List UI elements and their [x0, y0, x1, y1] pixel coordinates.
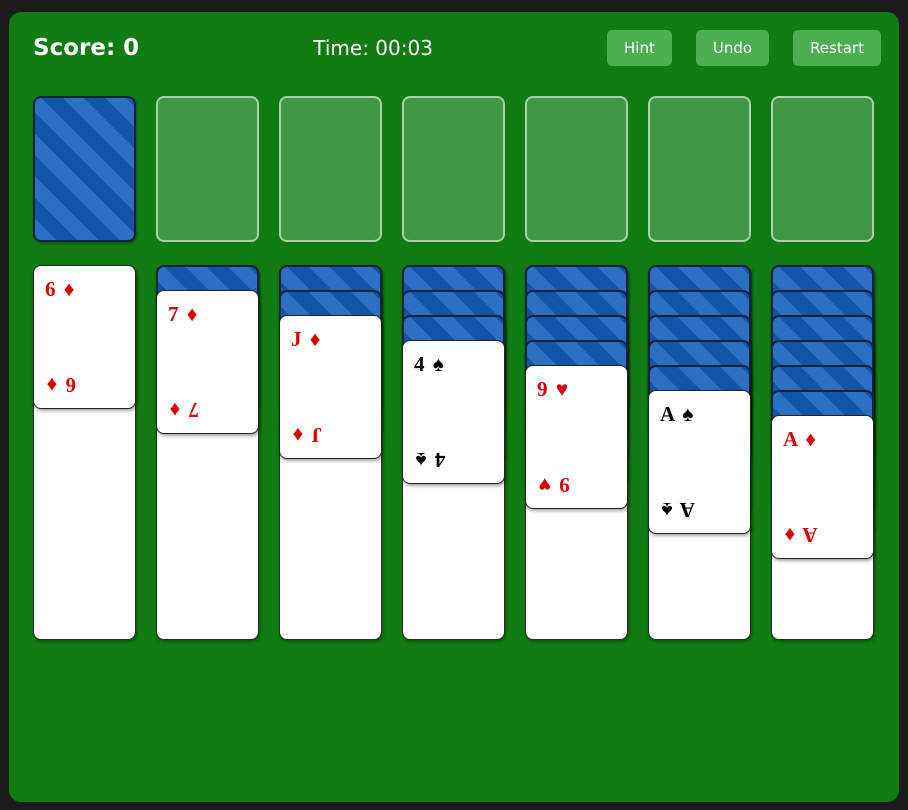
card-A-diamonds[interactable]: A ♦ A ♦: [771, 415, 874, 559]
card-index-top: J ♦: [291, 327, 322, 351]
tableau-column-1: 6 ♦ 6 ♦: [33, 265, 136, 640]
empty-slot-5[interactable]: [648, 96, 751, 242]
card-4-spades[interactable]: 4 ♠ 4 ♠: [402, 340, 505, 484]
top-row: [33, 96, 874, 242]
card-J-diamonds[interactable]: J ♦ J ♦: [279, 315, 382, 459]
card-index-bottom: 6 ♦: [45, 373, 76, 397]
card-index-top: 4 ♠: [414, 352, 446, 376]
tableau-column-7: A ♦ A ♦: [771, 265, 874, 640]
restart-button[interactable]: Restart: [793, 30, 881, 66]
empty-slot-1[interactable]: [156, 96, 259, 242]
tableau-column-2: 7 ♦ 7 ♦: [156, 265, 259, 640]
empty-slot-3[interactable]: [402, 96, 505, 242]
stock-pile[interactable]: [33, 96, 136, 242]
card-A-spades[interactable]: A ♠ A ♠: [648, 390, 751, 534]
card-index-bottom: A ♦: [783, 523, 818, 547]
button-group: Hint Undo Restart: [607, 30, 881, 66]
empty-slot-6[interactable]: [771, 96, 874, 242]
card-6-diamonds[interactable]: 6 ♦ 6 ♦: [33, 265, 136, 409]
card-index-top: A ♦: [783, 427, 818, 451]
table-felt: Score: 0 Time: 00:03 Hint Undo Restart 6…: [9, 12, 899, 802]
time-text: Time: 00:03: [313, 36, 433, 60]
tableau-column-3: J ♦ J ♦: [279, 265, 382, 640]
card-index-bottom: A ♠: [660, 498, 695, 522]
tableau: 6 ♦ 6 ♦ 7 ♦ 7 ♦ J ♦ J ♦: [33, 265, 874, 640]
empty-slot-4[interactable]: [525, 96, 628, 242]
header: Score: 0 Time: 00:03 Hint Undo Restart: [33, 26, 881, 70]
tableau-column-6: A ♠ A ♠: [648, 265, 751, 640]
card-7-diamonds[interactable]: 7 ♦ 7 ♦: [156, 290, 259, 434]
card-index-bottom: 7 ♦: [168, 398, 199, 422]
card-index-bottom: J ♦: [291, 423, 322, 447]
card-index-top: A ♠: [660, 402, 695, 426]
card-index-bottom: 9 ♥: [537, 473, 570, 497]
hint-button[interactable]: Hint: [607, 30, 672, 66]
card-index-top: 7 ♦: [168, 302, 199, 326]
tableau-column-4: 4 ♠ 4 ♠: [402, 265, 505, 640]
card-9-hearts[interactable]: 9 ♥ 9 ♥: [525, 365, 628, 509]
card-index-bottom: 4 ♠: [414, 448, 446, 472]
empty-slot-2[interactable]: [279, 96, 382, 242]
undo-button[interactable]: Undo: [695, 30, 770, 66]
card-index-top: 6 ♦: [45, 277, 76, 301]
score-text: Score: 0: [33, 35, 140, 61]
card-index-top: 9 ♥: [537, 377, 570, 401]
tableau-column-5: 9 ♥ 9 ♥: [525, 265, 628, 640]
